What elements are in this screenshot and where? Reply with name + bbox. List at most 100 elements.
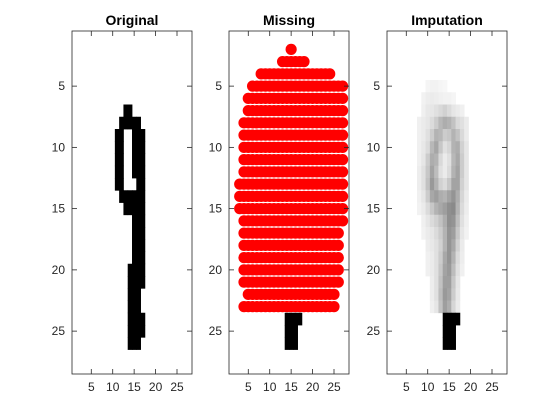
original-pixel bbox=[127, 300, 133, 314]
y-tick-label: 15 bbox=[52, 202, 66, 216]
imputed-pixel bbox=[447, 129, 452, 142]
imputed-pixel bbox=[434, 190, 439, 203]
imputed-pixel bbox=[438, 202, 444, 216]
imputed-pixel bbox=[442, 80, 448, 93]
y-tick-label: 20 bbox=[52, 263, 66, 277]
imputed-pixel bbox=[429, 104, 435, 118]
imputed-pixel bbox=[434, 129, 439, 142]
imputed-pixel bbox=[459, 202, 465, 216]
panel-imputation: Imputation 5 10 15 20 25 5 10 15 20 25 bbox=[367, 12, 508, 394]
x-tick-label: 15 bbox=[442, 380, 456, 394]
x-tick-label: 5 bbox=[88, 380, 95, 394]
imputed-pixel bbox=[447, 239, 452, 252]
imputed-pixel bbox=[442, 276, 448, 289]
imputed-pixel bbox=[442, 300, 448, 314]
imputed-pixel bbox=[442, 263, 448, 277]
original-pixel bbox=[123, 202, 129, 216]
imputed-pixel bbox=[447, 178, 452, 191]
original-pixel bbox=[132, 227, 137, 240]
missing-pixel-marker bbox=[336, 190, 349, 202]
missing-observed-cells bbox=[284, 312, 303, 350]
original-pixel bbox=[114, 178, 120, 191]
imputed-pixel bbox=[455, 104, 461, 118]
imputed-pixel bbox=[464, 227, 469, 240]
imputed-pixel bbox=[429, 276, 435, 289]
imputed-pixel bbox=[451, 190, 456, 203]
original-pixel bbox=[132, 239, 137, 252]
y-tick-label: 20 bbox=[367, 263, 381, 277]
imputed-pixel bbox=[447, 141, 452, 154]
x-tick-label: 10 bbox=[263, 380, 277, 394]
imputed-pixel bbox=[447, 116, 452, 130]
imputed-pixel bbox=[464, 116, 469, 130]
imputed-pixel bbox=[429, 141, 435, 154]
imputed-pixel bbox=[451, 288, 456, 301]
panel-original: Original 5 10 15 20 25 5 10 15 20 25 bbox=[52, 12, 193, 394]
original-pixel bbox=[132, 325, 137, 338]
imputed-pixel bbox=[417, 202, 422, 216]
imputed-pixel bbox=[425, 178, 431, 191]
imputed-pixel bbox=[421, 202, 426, 216]
original-pixel bbox=[136, 153, 141, 167]
imputed-pixel bbox=[429, 288, 435, 301]
original-pixel bbox=[136, 178, 141, 191]
original-pixel bbox=[127, 312, 133, 326]
missing-pixel-marker bbox=[332, 239, 344, 251]
imputed-pixel bbox=[417, 141, 422, 154]
imputed-pixel bbox=[455, 116, 461, 130]
imputed-pixel bbox=[459, 104, 465, 118]
missing-pixel-marker bbox=[332, 276, 344, 288]
observed-pixel bbox=[447, 312, 452, 326]
missing-pixel-marker bbox=[328, 301, 340, 313]
imputed-pixel bbox=[438, 129, 444, 142]
observed-pixel bbox=[455, 312, 461, 326]
imputed-pixel bbox=[442, 239, 448, 252]
original-pixel bbox=[132, 202, 137, 216]
original-pixel bbox=[119, 129, 124, 142]
imputed-pixel bbox=[425, 239, 431, 252]
original-pixel bbox=[127, 202, 133, 216]
imputed-pixel bbox=[455, 165, 461, 179]
original-pixel bbox=[136, 202, 141, 216]
panel-missing: Missing 5 10 15 20 25 5 10 15 20 25 bbox=[209, 12, 350, 394]
imputed-pixel bbox=[421, 190, 426, 203]
imputed-pixel bbox=[421, 104, 426, 118]
imputed-pixel bbox=[451, 300, 456, 314]
imputed-pixel bbox=[459, 227, 465, 240]
imputed-pixel bbox=[464, 202, 469, 216]
original-pixel bbox=[132, 190, 137, 203]
original-pixel bbox=[119, 116, 124, 130]
imputed-pixel bbox=[455, 276, 461, 289]
panel-title-original: Original bbox=[106, 12, 159, 28]
imputed-pixel bbox=[434, 178, 439, 191]
imputed-pixel bbox=[455, 251, 461, 265]
original-pixel bbox=[132, 153, 137, 167]
imputed-pixel bbox=[429, 263, 435, 277]
missing-pixel-marker bbox=[298, 56, 310, 68]
imputed-pixel bbox=[429, 92, 435, 105]
imputed-pixel bbox=[429, 300, 435, 314]
original-pixel bbox=[140, 263, 146, 277]
original-pixel bbox=[136, 312, 141, 326]
imputed-pixel bbox=[455, 129, 461, 142]
original-axis-ticks bbox=[72, 31, 192, 374]
y-tick-label: 25 bbox=[209, 324, 223, 338]
original-pixel bbox=[140, 129, 146, 142]
imputed-pixel bbox=[429, 227, 435, 240]
imputed-pixel bbox=[438, 190, 444, 203]
imputation-axis-ticks bbox=[387, 31, 507, 374]
original-pixel bbox=[136, 227, 141, 240]
original-x-tick-labels: 5 10 15 20 25 bbox=[88, 380, 184, 394]
imputed-pixel bbox=[447, 202, 452, 216]
imputed-pixel bbox=[429, 129, 435, 142]
original-pixel bbox=[119, 153, 124, 167]
observed-pixel bbox=[447, 337, 452, 350]
original-pixel bbox=[132, 276, 137, 289]
imputed-pixel bbox=[451, 178, 456, 191]
imputation-y-tick-labels: 5 10 15 20 25 bbox=[367, 79, 381, 338]
original-pixel bbox=[123, 104, 129, 118]
y-tick-label: 5 bbox=[373, 79, 380, 93]
original-pixel bbox=[132, 141, 137, 154]
imputed-pixel bbox=[451, 227, 456, 240]
imputed-pixel bbox=[442, 202, 448, 216]
